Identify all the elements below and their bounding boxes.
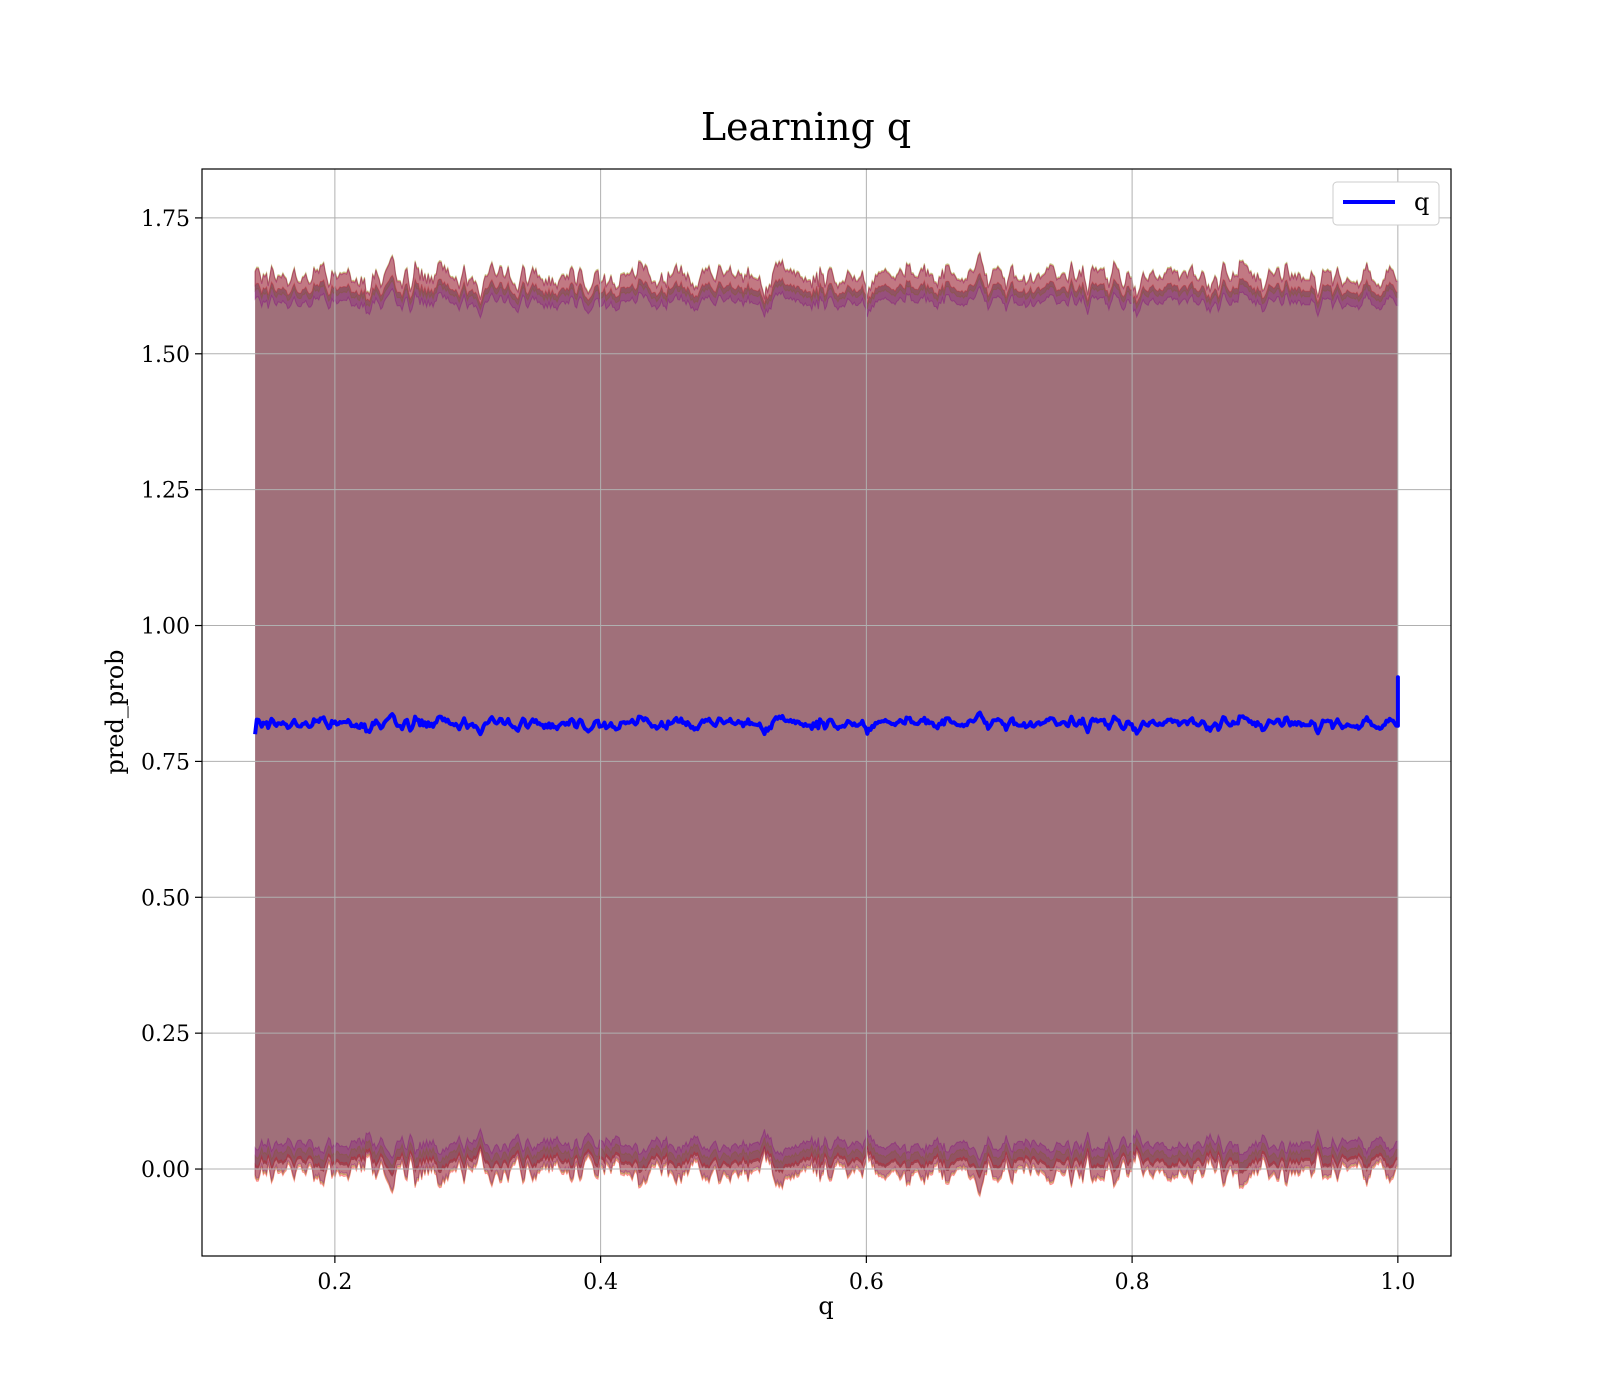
y-tick-label-1: 0.25 (141, 1022, 190, 1047)
y-tick-label-7: 1.75 (141, 207, 190, 232)
y-tick-label-5: 1.25 (141, 479, 190, 504)
y-tick-label-3: 0.75 (141, 750, 190, 775)
x-tick-label-2: 0.6 (849, 1270, 884, 1295)
y-tick-label-0: 0.00 (141, 1158, 190, 1183)
x-tick-label-4: 1.0 (1380, 1270, 1415, 1295)
y-tick-label-6: 1.50 (141, 343, 190, 368)
x-tick-label-0: 0.2 (317, 1270, 352, 1295)
plot-area (202, 169, 1451, 1256)
plot-frame (201, 168, 1452, 1257)
series-line-q (253, 675, 1400, 737)
axis-ticks: 0.2 0.4 0.6 0.8 1.0 0.00 0.25 0.50 0.75 1.00 1.25 1… (141, 207, 1415, 1295)
y-tick-label-4: 1.00 (141, 615, 190, 640)
legend-label: q (1414, 188, 1429, 216)
chart-title: Learning q (701, 105, 911, 149)
legend: q (1332, 181, 1440, 226)
y-tick-label-2: 0.50 (141, 886, 190, 911)
y-axis-label: pred_prob (101, 649, 129, 774)
x-tick-label-3: 0.8 (1115, 1270, 1150, 1295)
x-axis-label: q (818, 1292, 833, 1320)
x-tick-label-1: 0.4 (583, 1270, 618, 1295)
